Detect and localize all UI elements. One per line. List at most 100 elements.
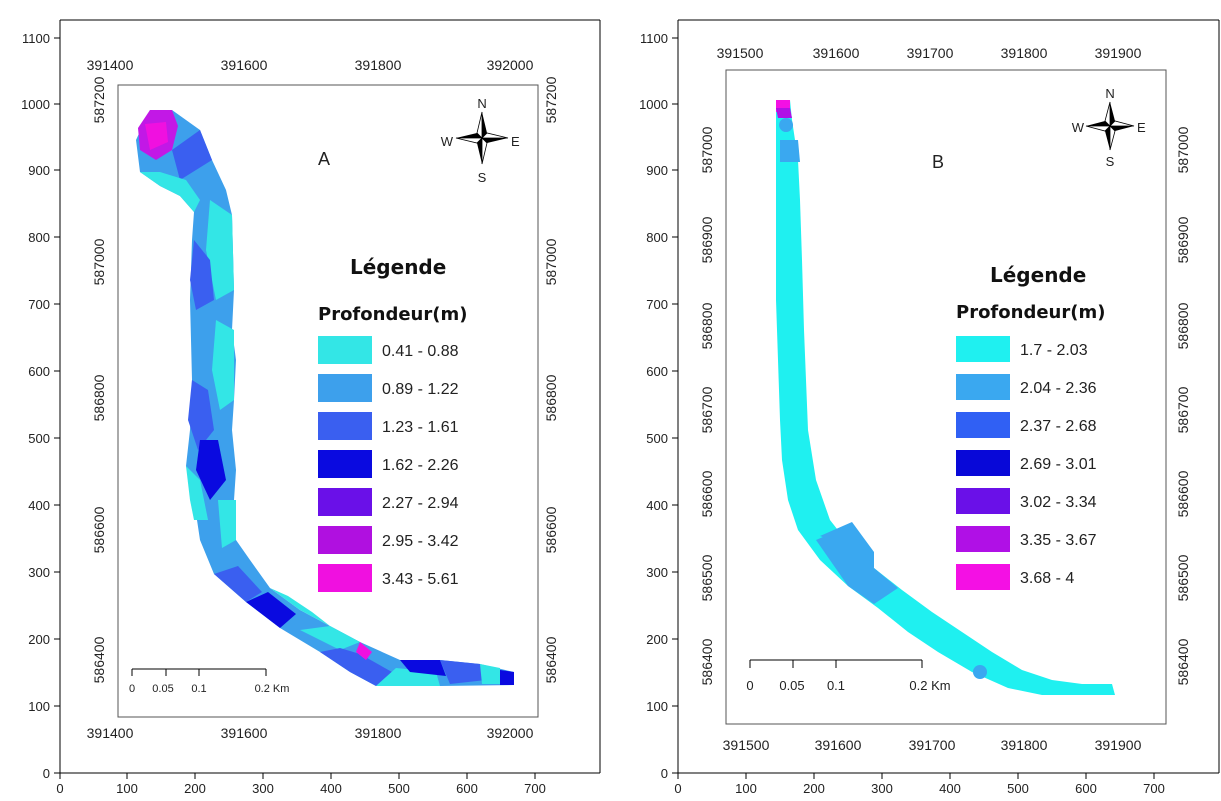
left-coord-label: 586500 [699,554,715,601]
scale-label: 0.2 Km [909,678,950,693]
outer-x-tick-label: 700 [524,781,546,796]
compass-s-label: S [1106,154,1115,169]
outer-y-ticks-a: 1100 1000 900 800 700 600 500 400 300 20… [21,31,60,781]
outer-x-tick-label: 500 [388,781,410,796]
compass-e-label: E [511,134,520,149]
map-panel-a: 1100 1000 900 800 700 600 500 400 300 20… [0,0,605,801]
outer-y-tick-label: 300 [646,565,668,580]
legend-b: Légende Profondeur(m) 1.7 - 2.03 2.04 - … [956,263,1105,590]
outer-y-tick-label: 0 [661,766,668,781]
right-coord-label: 586600 [543,506,559,553]
legend-swatch [318,336,372,364]
outer-y-ticks-b: 1100 1000 900 800 700 600 500 400 300 20… [639,31,678,781]
legend-swatch [956,412,1010,438]
bottom-coord-label: 391600 [221,725,268,741]
right-coord-label: 586900 [1175,216,1191,263]
outer-y-tick-label: 1100 [640,31,668,46]
right-coord-label: 586800 [543,374,559,421]
right-coord-label: 586600 [1175,470,1191,517]
legend-item-label: 3.35 - 3.67 [1020,532,1097,549]
outer-x-tick-label: 200 [803,781,825,796]
left-coord-label: 586600 [699,470,715,517]
compass-w-label: W [441,134,454,149]
legend-swatch [318,526,372,554]
legend-item-label: 2.27 - 2.94 [382,495,459,512]
map-panel-b: 1100 1000 900 800 700 600 500 400 300 20… [612,0,1221,801]
top-coord-label: 391900 [1095,45,1142,61]
bottom-coord-label: 391600 [815,737,862,753]
right-coord-label: 586800 [1175,302,1191,349]
right-coord-label: 587200 [543,76,559,123]
outer-y-tick-label: 100 [28,699,50,714]
map-a-svg: 1100 1000 900 800 700 600 500 400 300 20… [0,0,605,801]
legend-swatch [318,564,372,592]
legend-item-label: 1.7 - 2.03 [1020,342,1088,359]
top-coord-label: 391800 [355,57,402,73]
legend-item-label: 1.62 - 2.26 [382,457,459,474]
outer-y-tick-label: 900 [646,163,668,178]
panel-label: A [318,149,330,169]
outer-x-tick-label: 300 [252,781,274,796]
bottom-coord-label: 391800 [1001,737,1048,753]
top-coord-label: 391700 [907,45,954,61]
outer-y-tick-label: 100 [646,699,668,714]
legend-item-label: 2.95 - 3.42 [382,533,459,550]
legend-item-label: 3.02 - 3.34 [1020,494,1097,511]
right-coord-label: 586500 [1175,554,1191,601]
outer-x-ticks-b: 0 100 200 300 400 500 600 700 [674,773,1164,796]
panel-label: B [932,152,944,172]
bottom-coord-label: 391900 [1095,737,1142,753]
compass-n-label: N [1105,86,1114,101]
scale-label: 0.1 [827,678,845,693]
scale-label: 0 [746,678,753,693]
outer-x-tick-label: 700 [1143,781,1165,796]
map-b-svg: 1100 1000 900 800 700 600 500 400 300 20… [612,0,1221,801]
left-coord-label: 587000 [699,126,715,173]
legend-title: Légende [350,255,446,279]
legend-item-label: 1.23 - 1.61 [382,419,459,436]
legend-item-label: 2.69 - 3.01 [1020,456,1097,473]
outer-y-tick-label: 1000 [639,97,668,112]
outer-y-tick-label: 700 [646,297,668,312]
scale-label: 0 [129,683,135,695]
outer-y-tick-label: 600 [28,364,50,379]
outer-x-tick-label: 600 [1075,781,1097,796]
top-coord-label: 391400 [87,57,134,73]
outer-y-tick-label: 500 [646,431,668,446]
scale-label: 0.1 [191,683,206,695]
top-coord-label: 392000 [487,57,534,73]
outer-y-tick-label: 400 [28,498,50,513]
top-coord-label: 391500 [717,45,764,61]
legend-swatch [956,488,1010,514]
left-coord-label: 586800 [699,302,715,349]
outer-y-tick-label: 500 [28,431,50,446]
top-coord-label: 391800 [1001,45,1048,61]
outer-y-tick-label: 1000 [21,97,50,112]
legend-item-label: 3.68 - 4 [1020,570,1074,587]
outer-y-tick-label: 200 [646,632,668,647]
compass-e-label: E [1137,120,1146,135]
outer-x-tick-label: 100 [116,781,138,796]
left-coord-label: 587200 [91,76,107,123]
left-coord-label: 586400 [699,638,715,685]
left-coord-label: 586600 [91,506,107,553]
outer-y-tick-label: 700 [28,297,50,312]
outer-y-tick-label: 600 [646,364,668,379]
legend-swatch [956,374,1010,400]
right-coord-label: 586700 [1175,386,1191,433]
compass-n-label: N [477,96,486,111]
bottom-coord-label: 391500 [723,737,770,753]
outer-x-tick-label: 200 [184,781,206,796]
left-coord-label: 586400 [91,636,107,683]
bottom-coord-label: 391400 [87,725,134,741]
compass-w-label: W [1072,120,1085,135]
legend-swatch [956,336,1010,362]
legend-item-label: 0.89 - 1.22 [382,381,459,398]
outer-y-tick-label: 400 [646,498,668,513]
right-coord-label: 587000 [543,238,559,285]
legend-swatch [956,526,1010,552]
left-coord-label: 586900 [699,216,715,263]
legend-swatch [956,564,1010,590]
legend-swatch [318,412,372,440]
outer-x-ticks-a: 0 100 200 300 400 500 600 700 [56,773,545,796]
